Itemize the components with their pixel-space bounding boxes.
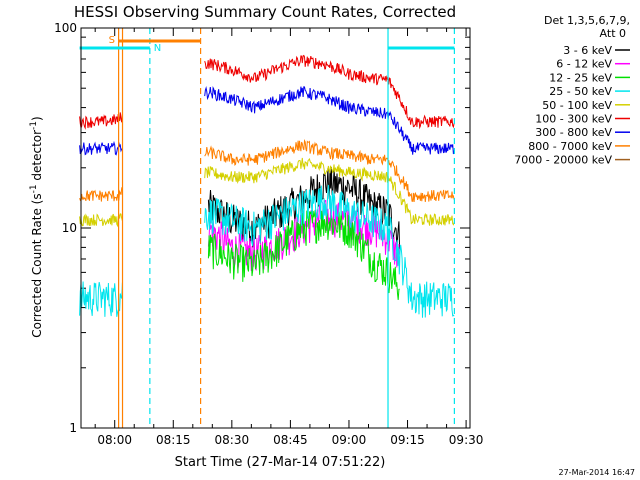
legend-label: 25 - 50 keV [549, 85, 612, 98]
series-50-100kev [79, 157, 455, 228]
series-25-50kev [79, 184, 455, 318]
y-tick-label: 100 [54, 21, 77, 35]
y-tick-label: 1 [69, 421, 77, 435]
x-axis-label: Start Time (27-Mar-14 07:51:22) [175, 455, 386, 470]
y-tick-label: 10 [62, 221, 77, 235]
x-tick-label: 08:45 [273, 433, 308, 447]
plot-area: 1 10 100 08:00 08:15 08:30 08:45 09:00 09:15 09:3… [54, 21, 483, 447]
x-tick-label: 08:15 [156, 433, 191, 447]
legend-label: 3 - 6 keV [563, 44, 612, 57]
series-trace [79, 112, 123, 130]
series-800-7000kev [79, 139, 455, 203]
series-trace [79, 186, 123, 202]
series-trace [79, 140, 123, 156]
x-tick-label: 09:15 [390, 433, 425, 447]
legend-header-line1: Det 1,3,5,6,7,9, [544, 14, 630, 27]
svg-text:Corrected Count Rate (s-1 dete: Corrected Count Rate (s-1 detector-1) [29, 116, 44, 337]
legend-header-line2: Att 0 [600, 27, 626, 40]
legend-label: 300 - 800 keV [535, 126, 612, 139]
series-trace [204, 139, 455, 203]
footer-timestamp: 27-Mar-2014 16:47 [559, 468, 636, 477]
legend-label: 12 - 25 keV [549, 71, 612, 84]
series-300-800kev [79, 86, 455, 156]
series-trace [204, 86, 455, 155]
series-trace [204, 157, 455, 226]
legend-label: 800 - 7000 keV [528, 140, 612, 153]
legend-label: 50 - 100 keV [542, 99, 612, 112]
series-trace [204, 54, 455, 130]
flag-label-s: S [109, 35, 115, 46]
chart-title: HESSI Observing Summary Count Rates, Cor… [74, 3, 456, 21]
legend-label: 6 - 12 keV [556, 58, 612, 71]
x-tick-label: 09:30 [449, 433, 484, 447]
series-trace [204, 184, 455, 318]
series-trace [79, 213, 123, 228]
y-axis-label: Corrected Count Rate (s-1 detector-1) [29, 116, 44, 337]
series-trace [207, 167, 401, 250]
x-tick-label: 08:30 [215, 433, 250, 447]
series-100-300kev [79, 54, 455, 130]
series-3-6kev [207, 167, 401, 250]
legend-label: 7000 - 20000 keV [514, 154, 612, 167]
flag-label-n: N [154, 43, 161, 54]
legend-label: 100 - 300 keV [535, 113, 612, 126]
x-tick-label: 09:00 [332, 433, 367, 447]
plot-frame [80, 27, 471, 429]
x-tick-label: 08:00 [97, 433, 132, 447]
series-6-12kev [207, 199, 401, 272]
series-trace [79, 281, 123, 317]
series-trace [207, 199, 401, 272]
